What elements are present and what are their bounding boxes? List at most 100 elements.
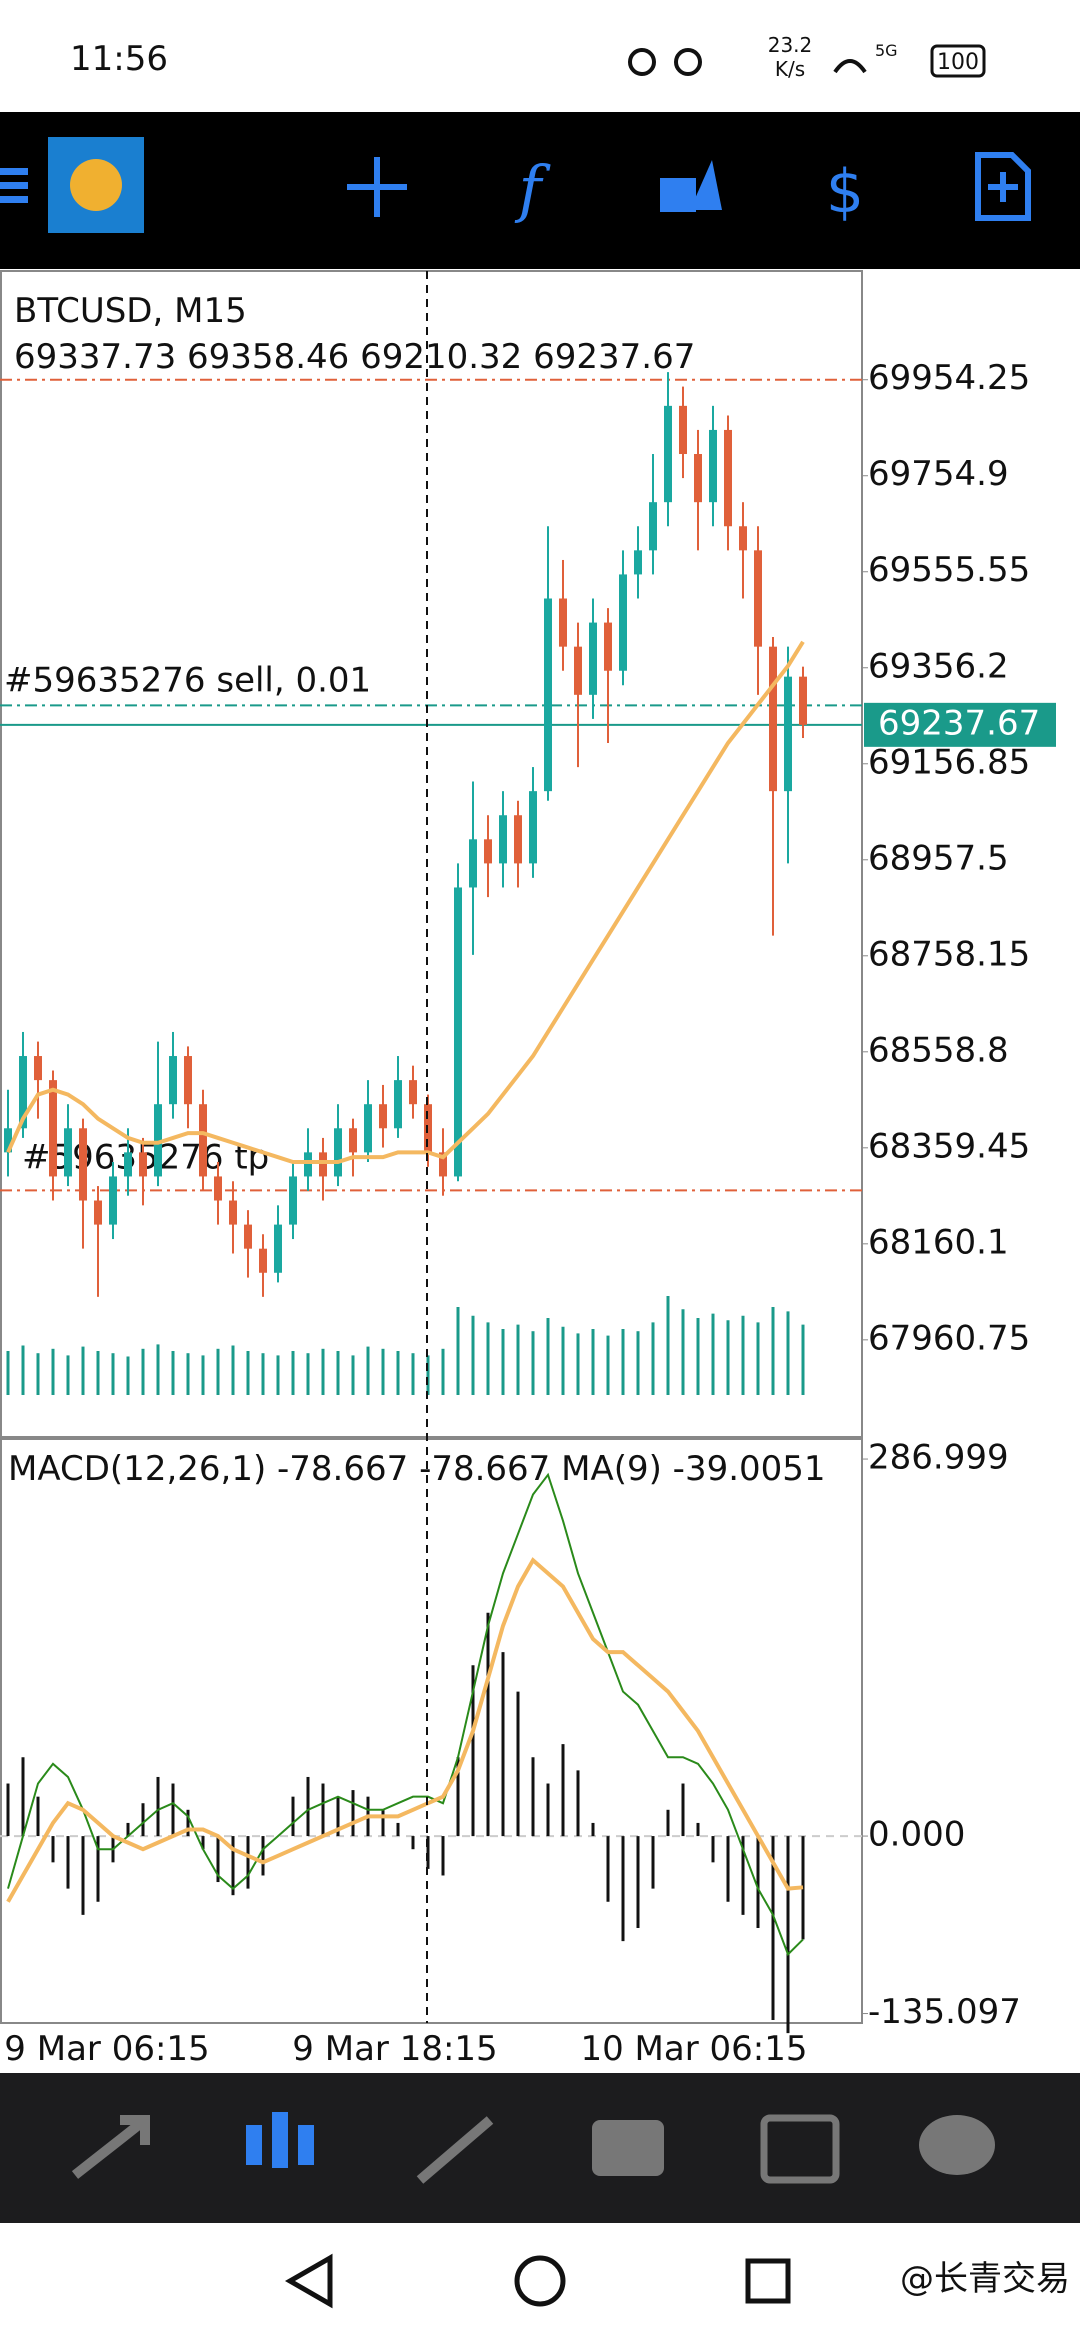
clock: 11:56 — [70, 39, 168, 79]
candle-body — [589, 622, 597, 695]
time-label: 10 Mar 06:15 — [580, 2029, 807, 2069]
alarm-icon — [674, 48, 702, 76]
quotes-tab[interactable] — [71, 2115, 150, 2179]
ohlc-label: 69337.73 69358.46 69210.32 69237.67 — [14, 337, 695, 377]
battery-level: 100 — [937, 50, 979, 75]
chart-tab[interactable] — [246, 2112, 314, 2168]
candle-body — [304, 1152, 312, 1177]
menu-button[interactable] — [0, 168, 28, 203]
price-tick-label: 68758.15 — [868, 934, 1030, 974]
candle-body — [604, 622, 612, 671]
candle-body — [229, 1200, 237, 1225]
trade-button[interactable]: $ — [826, 157, 864, 227]
candle-body — [154, 1104, 162, 1177]
macd-panel — [0, 1438, 863, 2024]
candle-body — [709, 429, 717, 503]
candle-body — [529, 791, 537, 864]
candle-body — [109, 1176, 117, 1225]
price-tick-label: 68957.5 — [868, 838, 1009, 878]
candle-body — [454, 887, 462, 1177]
candle-body — [214, 1176, 222, 1201]
time-label: 9 Mar 06:15 — [4, 2029, 209, 2069]
price-tick-label: 69356.2 — [868, 646, 1009, 686]
news-tab[interactable] — [760, 2114, 840, 2184]
candle-body — [334, 1128, 342, 1177]
last-price-box — [864, 702, 1056, 747]
new-order-button[interactable] — [975, 152, 1031, 221]
candle-body — [49, 1080, 57, 1177]
candle-body — [664, 405, 672, 503]
candle-body — [724, 429, 732, 527]
moving-average — [6, 640, 805, 1164]
candle-body — [619, 574, 627, 671]
candle-body — [64, 1128, 72, 1177]
system-nav — [0, 2223, 1080, 2340]
eye-icon — [628, 48, 656, 76]
candle-body — [559, 598, 567, 647]
candle-body — [274, 1224, 282, 1273]
macd-main-line — [7, 1472, 804, 1957]
time-label: 9 Mar 18:15 — [292, 2029, 497, 2069]
candle-body — [409, 1080, 417, 1105]
candle-body — [574, 646, 582, 695]
trade-tab[interactable] — [416, 2116, 494, 2184]
candle-body — [319, 1152, 327, 1177]
back-button[interactable] — [284, 2253, 333, 2309]
candle-body — [769, 646, 777, 792]
net-speed-unit: K/s — [775, 57, 805, 81]
price-tick-label: 69555.55 — [868, 550, 1030, 590]
candle-body — [679, 405, 687, 455]
price-tick-label: 68160.1 — [868, 1222, 1009, 1262]
network: 5G — [875, 41, 898, 60]
candle-body — [139, 1152, 147, 1177]
candle-body — [379, 1104, 387, 1129]
candle-body — [484, 839, 492, 864]
symbol-label: BTCUSD, M15 — [14, 291, 247, 331]
price-tick-label: 67960.75 — [868, 1318, 1030, 1358]
candle-body — [34, 1056, 42, 1081]
price-tick-label: 69954.25 — [868, 358, 1030, 398]
macd-tick-label: -135.097 — [868, 1992, 1021, 2032]
status-bar — [0, 0, 1080, 112]
wifi-icon — [833, 59, 867, 74]
candle-body — [289, 1176, 297, 1225]
battery — [930, 44, 986, 78]
candle-body — [799, 676, 807, 725]
home-button[interactable] — [514, 2255, 566, 2307]
sell-label: #59635276 sell, 0.01 — [4, 660, 371, 700]
candle-body — [469, 839, 477, 888]
candle-body — [4, 1128, 12, 1153]
macd-tick-label: 286.999 — [868, 1438, 1009, 1478]
candle-body — [79, 1128, 87, 1201]
candle-body — [514, 815, 522, 864]
candle-body — [199, 1104, 207, 1177]
candle-body — [124, 1152, 132, 1177]
candle-body — [439, 1152, 447, 1177]
candle-body — [544, 598, 552, 792]
candle-body — [94, 1200, 102, 1225]
objects-button[interactable] — [660, 160, 722, 212]
candle-body — [649, 502, 657, 551]
chat-tab[interactable] — [919, 2115, 995, 2175]
macd-header: MACD(12,26,1) -78.667 -78.667 MA(9) -39.… — [8, 1449, 826, 1489]
recents-button[interactable] — [745, 2258, 791, 2304]
macd-signal-line — [6, 1557, 804, 1903]
price-tick-label: 69156.85 — [868, 742, 1030, 782]
price-tick-label: 69754.9 — [868, 454, 1009, 494]
net-speed: 23.2 — [768, 33, 813, 57]
watermark: @长青交易 — [900, 2259, 1070, 2299]
candle-body — [244, 1224, 252, 1249]
candle-body — [184, 1056, 192, 1105]
candle-body — [169, 1056, 177, 1105]
candle-body — [694, 454, 702, 503]
candle-body — [634, 550, 642, 575]
candle-body — [739, 526, 747, 551]
toolbar — [0, 112, 1080, 269]
crosshair-button[interactable] — [347, 157, 407, 217]
chart-area[interactable] — [0, 270, 1080, 2073]
history-tab[interactable] — [592, 2120, 664, 2176]
candle-body — [499, 815, 507, 864]
price-tick-label: 68359.45 — [868, 1126, 1030, 1166]
candle-body — [364, 1104, 372, 1153]
